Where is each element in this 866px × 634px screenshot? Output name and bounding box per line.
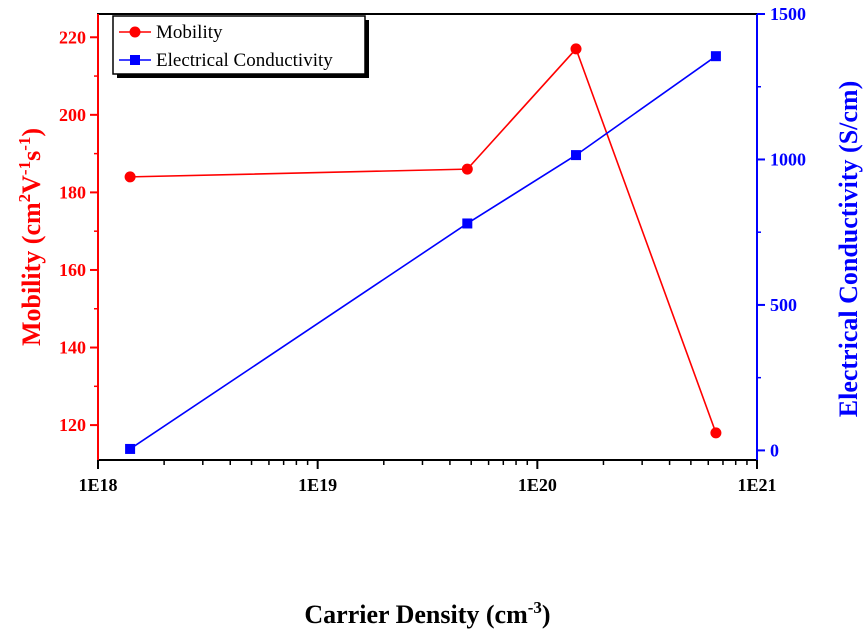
x-tick-label: 1E19 [298, 475, 337, 495]
y-right-tick-label: 0 [770, 440, 779, 460]
conductivity-point [710, 51, 721, 62]
y-left-tick-label: 200 [59, 105, 86, 125]
x-axis-title: Carrier Density (cm-3) [304, 598, 550, 629]
mobility-series [124, 43, 722, 439]
mobility-point [570, 43, 582, 55]
series-layer [124, 43, 722, 454]
legend-conductivity-label: Electrical Conductivity [156, 50, 333, 71]
legend-mobility-marker [129, 26, 141, 38]
x-tick-label: 1E20 [518, 475, 557, 495]
x-tick-label: 1E21 [737, 475, 776, 495]
conductivity-point [125, 443, 136, 454]
conductivity-series [125, 51, 721, 454]
x-tick-label: 1E18 [78, 475, 117, 495]
y-right-tick-label: 500 [770, 295, 797, 315]
conductivity-point [571, 150, 582, 161]
y-right-tick-label: 1500 [770, 4, 806, 24]
y-left-tick-label: 140 [59, 338, 86, 358]
conductivity-point [462, 218, 473, 229]
mobility-point [710, 427, 722, 439]
y-left-axis-title: Mobility (cm2V-1s-1) [15, 128, 46, 346]
legend-conductivity-marker [130, 55, 140, 65]
y-left-tick-label: 180 [59, 182, 86, 202]
mobility-point [461, 163, 473, 175]
y-right-tick-label: 1000 [770, 149, 806, 169]
y-right-axis-title: Electrical Conductivity (S/cm) [834, 81, 863, 418]
mobility-point [124, 171, 136, 183]
plot-border [97, 13, 758, 461]
y-left-tick-label: 220 [59, 27, 86, 47]
legend: Mobility Electrical Conductivity [112, 15, 369, 78]
mobility-line [130, 47, 717, 434]
plot-frame: 1E18 1E19 1E20 1E21 120 140 160 180 200 220 0 500 10… [15, 4, 863, 629]
y-left-tick-label: 160 [59, 260, 86, 280]
y-left-tick-label: 120 [59, 415, 86, 435]
legend-box [112, 15, 366, 75]
conductivity-line [129, 55, 717, 450]
legend-mobility-label: Mobility [156, 22, 223, 43]
